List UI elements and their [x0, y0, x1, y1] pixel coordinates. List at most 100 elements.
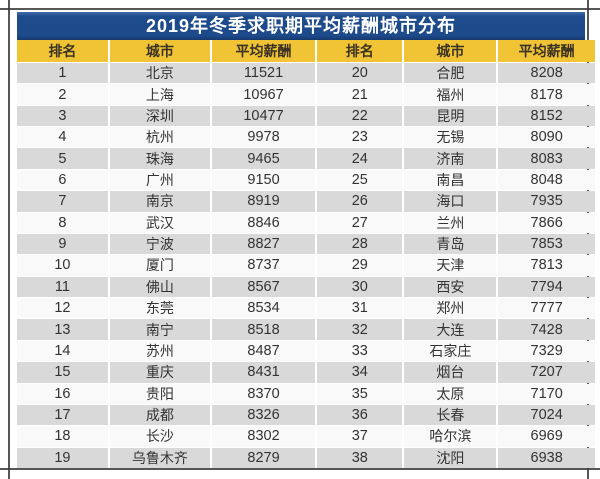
- column-header-city-left: 城市: [109, 40, 210, 62]
- city-cell: 福州: [404, 84, 497, 105]
- rank-cell: 23: [317, 127, 403, 148]
- salary-cell: 8846: [211, 212, 316, 233]
- city-cell: 烟台: [404, 362, 497, 383]
- salary-cell: 7329: [498, 340, 595, 362]
- city-cell: 大连: [404, 319, 497, 340]
- salary-cell: 8919: [211, 191, 316, 212]
- salary-cell: 8534: [211, 298, 316, 319]
- city-cell: 天津: [404, 255, 497, 276]
- rank-cell: 7: [17, 191, 108, 212]
- rank-cell: 19: [17, 447, 108, 468]
- rank-cell: 8: [17, 212, 108, 233]
- city-cell: 武汉: [109, 212, 210, 233]
- table-title: 2019年冬季求职期平均薪酬城市分布: [17, 12, 585, 40]
- salary-cell: 8279: [211, 447, 316, 468]
- salary-cell: 8431: [211, 362, 316, 383]
- column-header-rank-right: 排名: [317, 40, 403, 62]
- rank-cell: 33: [317, 340, 403, 362]
- salary-cell: 8152: [498, 105, 595, 127]
- city-cell: 宁波: [109, 233, 210, 255]
- city-cell: 海口: [404, 191, 497, 212]
- city-cell: 长春: [404, 404, 497, 426]
- salary-cell: 9465: [211, 148, 316, 169]
- salary-cell: 8567: [211, 276, 316, 298]
- salary-cell: 7170: [498, 383, 595, 404]
- city-cell: 上海: [109, 84, 210, 105]
- salary-cell: 7866: [498, 212, 595, 233]
- city-cell: 济南: [404, 148, 497, 169]
- city-cell: 珠海: [109, 148, 210, 169]
- rank-cell: 14: [17, 340, 108, 362]
- rank-cell: 13: [17, 319, 108, 340]
- rank-cell: 16: [17, 383, 108, 404]
- column-header-rank-left: 排名: [17, 40, 108, 62]
- rank-cell: 32: [317, 319, 403, 340]
- salary-cell: 10967: [211, 84, 316, 105]
- rank-cell: 37: [317, 426, 403, 447]
- rank-cell: 29: [317, 255, 403, 276]
- city-cell: 北京: [109, 63, 210, 84]
- column-header-city-right: 城市: [404, 40, 497, 62]
- rank-cell: 38: [317, 447, 403, 468]
- rank-cell: 21: [317, 84, 403, 105]
- city-cell: 石家庄: [404, 340, 497, 362]
- frame-line-left: [8, 0, 10, 479]
- salary-cell: 8048: [498, 169, 595, 191]
- rank-cell: 34: [317, 362, 403, 383]
- salary-cell: 7794: [498, 276, 595, 298]
- rank-cell: 12: [17, 298, 108, 319]
- city-cell: 南宁: [109, 319, 210, 340]
- rank-cell: 35: [317, 383, 403, 404]
- city-cell: 苏州: [109, 340, 210, 362]
- rank-cell: 28: [317, 233, 403, 255]
- salary-cell: 7935: [498, 191, 595, 212]
- rank-cell: 31: [317, 298, 403, 319]
- city-cell: 沈阳: [404, 447, 497, 468]
- salary-cell: 8487: [211, 340, 316, 362]
- salary-cell: 7777: [498, 298, 595, 319]
- salary-cell: 7428: [498, 319, 595, 340]
- city-cell: 东莞: [109, 298, 210, 319]
- salary-cell: 8178: [498, 84, 595, 105]
- city-cell: 深圳: [109, 105, 210, 127]
- salary-cell: 9978: [211, 127, 316, 148]
- rank-cell: 2: [17, 84, 108, 105]
- salary-cell: 8090: [498, 127, 595, 148]
- salary-cell: 8737: [211, 255, 316, 276]
- frame-line-top: [0, 8, 600, 10]
- column-header-salary-right: 平均薪酬: [498, 40, 595, 62]
- rank-cell: 24: [317, 148, 403, 169]
- rank-cell: 4: [17, 127, 108, 148]
- rank-cell: 5: [17, 148, 108, 169]
- salary-cell: 9150: [211, 169, 316, 191]
- salary-cell: 8518: [211, 319, 316, 340]
- rank-cell: 3: [17, 105, 108, 127]
- salary-cell: 8208: [498, 63, 595, 84]
- city-cell: 厦门: [109, 255, 210, 276]
- rank-cell: 20: [317, 63, 403, 84]
- salary-cell: 8302: [211, 426, 316, 447]
- city-cell: 广州: [109, 169, 210, 191]
- city-cell: 昆明: [404, 105, 497, 127]
- city-cell: 杭州: [109, 127, 210, 148]
- salary-cell: 10477: [211, 105, 316, 127]
- rank-cell: 25: [317, 169, 403, 191]
- rank-cell: 1: [17, 63, 108, 84]
- rank-cell: 18: [17, 426, 108, 447]
- rank-cell: 26: [317, 191, 403, 212]
- city-cell: 佛山: [109, 276, 210, 298]
- salary-cell: 7853: [498, 233, 595, 255]
- salary-cell: 7024: [498, 404, 595, 426]
- rank-cell: 6: [17, 169, 108, 191]
- rank-cell: 22: [317, 105, 403, 127]
- city-cell: 南昌: [404, 169, 497, 191]
- salary-cell: 6938: [498, 447, 595, 468]
- salary-table-card: 2019年冬季求职期平均薪酬城市分布 排名 城市 平均薪酬 排名 城市 平均薪酬…: [17, 12, 595, 468]
- salary-cell: 8370: [211, 383, 316, 404]
- salary-cell: 11521: [211, 63, 316, 84]
- city-cell: 合肥: [404, 63, 497, 84]
- salary-cell: 8326: [211, 404, 316, 426]
- rank-cell: 17: [17, 404, 108, 426]
- city-cell: 青岛: [404, 233, 497, 255]
- city-cell: 贵阳: [109, 383, 210, 404]
